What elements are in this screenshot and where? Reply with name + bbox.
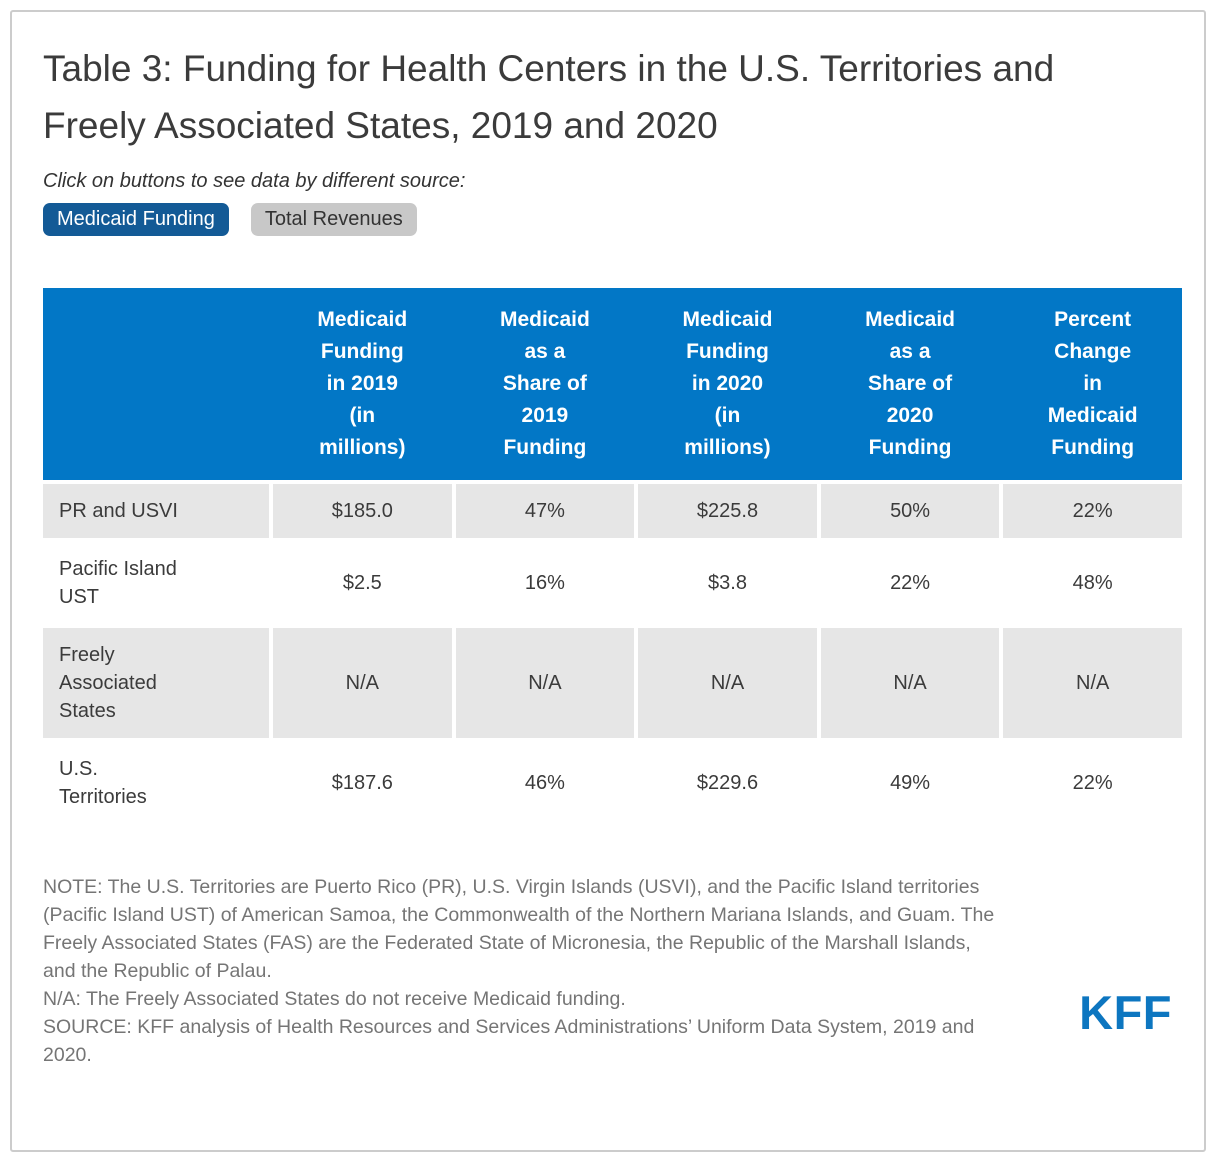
- table-cell: N/A: [273, 628, 452, 738]
- table-cell: $185.0: [273, 484, 452, 538]
- column-header-blank: [43, 304, 269, 464]
- card-content: Table 3: Funding for Health Centers in t…: [12, 12, 1204, 1069]
- table-row-us-territories: U.S. Territories $187.6 46% $229.6 49% 2…: [43, 742, 1182, 824]
- table-cell: $3.8: [638, 542, 817, 624]
- table-cell: 22%: [1003, 484, 1182, 538]
- table-cell: $187.6: [273, 742, 452, 824]
- table-cell: 22%: [1003, 742, 1182, 824]
- table-cell: N/A: [1003, 628, 1182, 738]
- note-text: NOTE: The U.S. Territories are Puerto Ri…: [43, 876, 995, 982]
- data-table: Medicaid Funding in 2019 (in millions) M…: [43, 288, 1182, 824]
- table-cell: N/A: [820, 628, 1000, 738]
- table-row-freely-associated-states: Freely Associated States N/A N/A N/A N/A…: [43, 628, 1182, 738]
- column-header-medicaid-2020: Medicaid Funding in 2020 (in millions): [682, 308, 773, 459]
- na-note-text: N/A: The Freely Associated States do not…: [43, 988, 626, 1010]
- column-header-medicaid-2019: Medicaid Funding in 2019 (in millions): [317, 308, 408, 459]
- row-label: U.S. Territories: [43, 742, 269, 824]
- table-row-pr-usvi: PR and USVI $185.0 47% $225.8 50% 22%: [43, 484, 1182, 538]
- table-cell: 46%: [455, 742, 635, 824]
- kff-logo: KFF: [1079, 986, 1172, 1039]
- table-cell: N/A: [455, 628, 635, 738]
- table-cell: N/A: [638, 628, 817, 738]
- table-row-pacific-island-ust: Pacific Island UST $2.5 16% $3.8 22% 48%: [43, 542, 1182, 624]
- row-label: Freely Associated States: [43, 628, 269, 738]
- notes-section: NOTE: The U.S. Territories are Puerto Ri…: [43, 873, 1005, 1069]
- table-cell: 48%: [1003, 542, 1182, 624]
- total-revenues-button[interactable]: Total Revenues: [250, 203, 417, 236]
- column-header-percent-change: Percent Change in Medicaid Funding: [1047, 308, 1138, 459]
- row-label: PR and USVI: [43, 484, 269, 538]
- table-cell: 50%: [820, 484, 1000, 538]
- table-cell: 47%: [455, 484, 635, 538]
- medicaid-funding-button[interactable]: Medicaid Funding: [43, 203, 229, 236]
- column-header-share-2019: Medicaid as a Share of 2019 Funding: [499, 308, 590, 459]
- column-header-share-2020: Medicaid as a Share of 2020 Funding: [865, 308, 955, 459]
- source-button-row: Medicaid Funding Total Revenues: [43, 203, 1174, 236]
- table-header-row: Medicaid Funding in 2019 (in millions) M…: [43, 288, 1182, 480]
- table-cell: $2.5: [273, 542, 452, 624]
- table-cell: 22%: [820, 542, 1000, 624]
- table-cell: $225.8: [638, 484, 817, 538]
- subtitle: Click on buttons to see data by differen…: [43, 170, 466, 192]
- source-text: SOURCE: KFF analysis of Health Resources…: [43, 1016, 975, 1066]
- table-cell: 49%: [820, 742, 1000, 824]
- page-title: Table 3: Funding for Health Centers in t…: [43, 48, 1055, 146]
- row-label: Pacific Island UST: [43, 542, 269, 624]
- table-cell: $229.6: [638, 742, 817, 824]
- card: Table 3: Funding for Health Centers in t…: [10, 10, 1206, 1152]
- table-cell: 16%: [455, 542, 635, 624]
